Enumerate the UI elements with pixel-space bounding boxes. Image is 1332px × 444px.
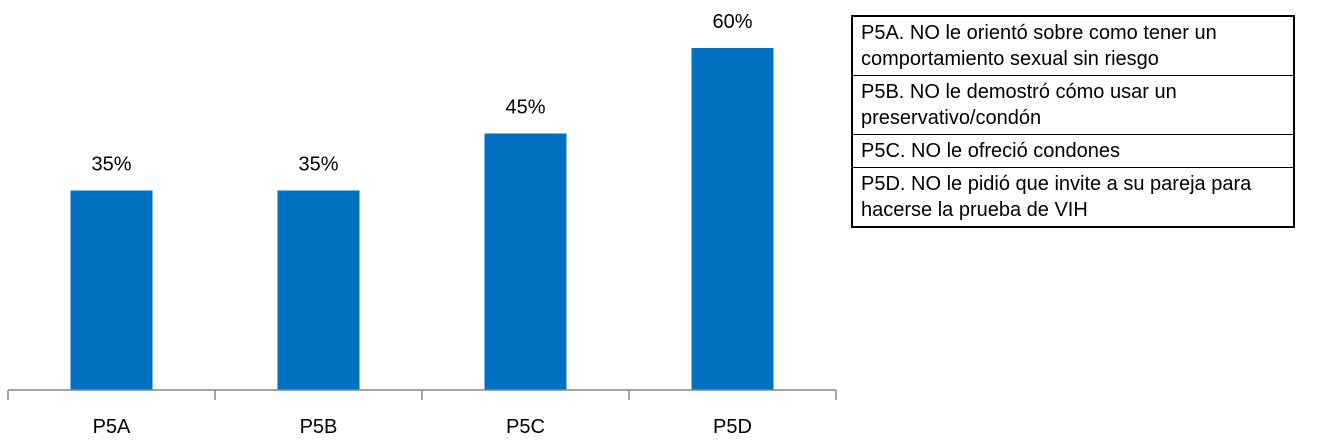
x-axis-tick-labels-layer: P5A P5B P5C P5D bbox=[93, 416, 752, 438]
description-cell-p5b: P5B. NO le demostró cómo usar un preserv… bbox=[851, 75, 1295, 135]
bar-p5c bbox=[484, 133, 567, 390]
table-row: P5A. NO le orientó sobre como tener un c… bbox=[851, 15, 1295, 76]
description-cell-p5a: P5A. NO le orientó sobre como tener un c… bbox=[851, 15, 1295, 76]
data-labels-layer: 35% 35% 45% 60% bbox=[91, 11, 752, 176]
x-tick-label-p5d: P5D bbox=[713, 416, 752, 438]
table-row: P5D. NO le pidió que invite a su pareja … bbox=[851, 167, 1295, 228]
description-cell-p5d: P5D. NO le pidió que invite a su pareja … bbox=[851, 167, 1295, 228]
bars-layer bbox=[70, 48, 774, 390]
description-cell-p5c: P5C. NO le ofreció condones bbox=[851, 134, 1295, 168]
table-row: P5B. NO le demostró cómo usar un preserv… bbox=[851, 75, 1295, 135]
bar-chart: 35% 35% 45% 60% P5A P5B P5C P5D bbox=[7, 11, 837, 438]
data-label-p5a: 35% bbox=[91, 154, 131, 176]
x-tick-label-p5b: P5B bbox=[300, 416, 338, 438]
category-description-table: P5A. NO le orientó sobre como tener un c… bbox=[851, 15, 1295, 228]
data-label-p5d: 60% bbox=[712, 11, 752, 33]
x-tick-label-p5c: P5C bbox=[506, 416, 545, 438]
data-label-p5c: 45% bbox=[505, 97, 545, 119]
table-row: P5C. NO le ofreció condones bbox=[851, 134, 1295, 168]
bar-p5b bbox=[277, 190, 360, 390]
x-axis-ticks-layer bbox=[7, 390, 837, 400]
data-label-p5b: 35% bbox=[298, 154, 338, 176]
bar-p5a bbox=[70, 190, 153, 390]
bar-p5d bbox=[691, 48, 774, 390]
x-tick-label-p5a: P5A bbox=[93, 416, 131, 438]
